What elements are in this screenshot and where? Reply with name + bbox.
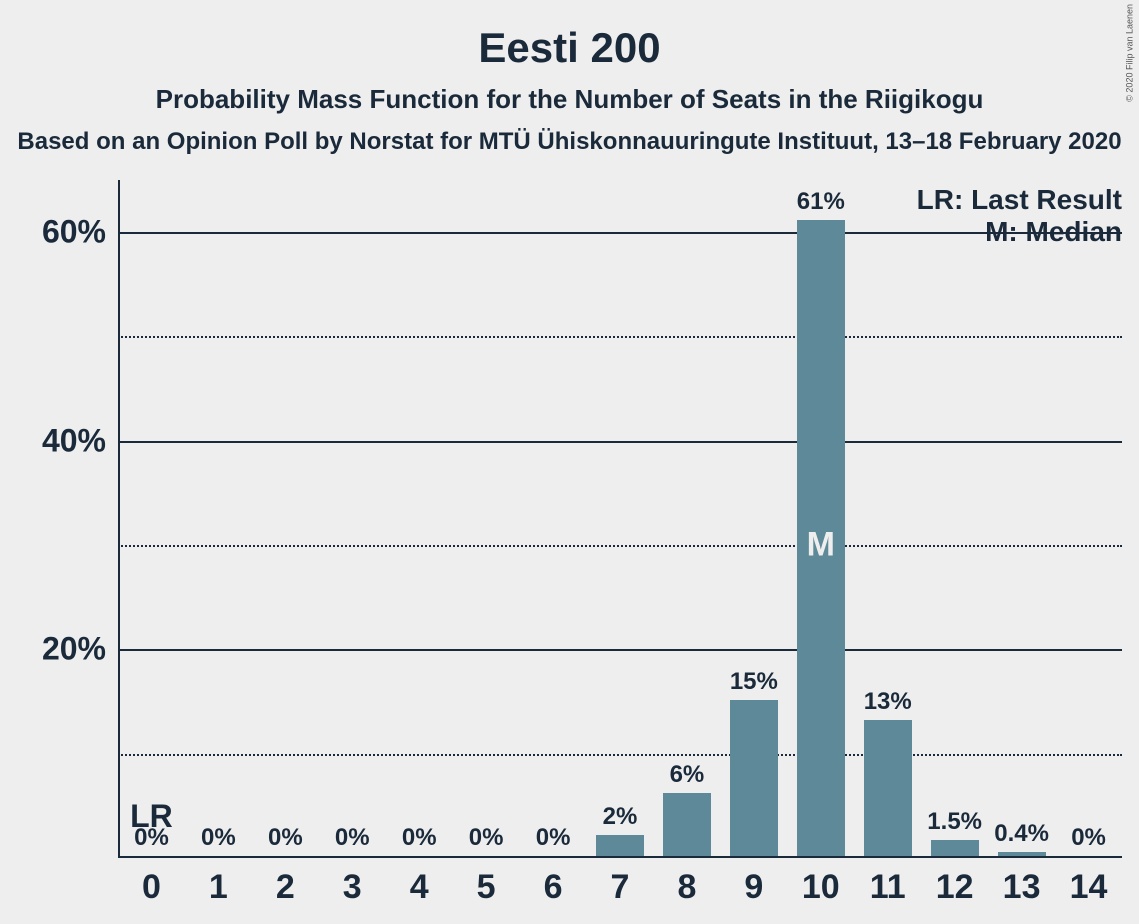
- bar-value-label: 15%: [730, 668, 778, 696]
- grid-line: [118, 545, 1122, 547]
- bar-value-label: 0%: [402, 824, 437, 852]
- y-tick-label: 60%: [42, 214, 118, 251]
- x-tick-label: 10: [802, 858, 840, 907]
- bar-value-label: 6%: [670, 761, 705, 789]
- x-tick-label: 1: [209, 858, 228, 907]
- x-tick-label: 9: [744, 858, 763, 907]
- bar-value-label: 0%: [201, 824, 236, 852]
- bar-value-label: 0.4%: [994, 820, 1049, 848]
- bar: [864, 720, 912, 856]
- chart-source: Based on an Opinion Poll by Norstat for …: [0, 128, 1139, 156]
- x-tick-label: 11: [870, 858, 906, 907]
- median-marker: M: [807, 526, 835, 565]
- grid-line: [118, 754, 1122, 756]
- bar: [730, 700, 778, 856]
- chart-title: Eesti 200: [0, 24, 1139, 72]
- bar-value-label: 0%: [1071, 824, 1106, 852]
- x-tick-label: 4: [410, 858, 429, 907]
- bar-value-label: 0%: [536, 824, 571, 852]
- bar-value-label: 1.5%: [927, 808, 982, 836]
- legend: LR: Last ResultM: Median: [917, 184, 1122, 248]
- x-tick-label: 13: [1003, 858, 1041, 907]
- bar: [663, 793, 711, 856]
- x-tick-label: 14: [1070, 858, 1108, 907]
- x-tick-label: 3: [343, 858, 362, 907]
- grid-line: [118, 649, 1122, 651]
- y-tick-label: 20%: [42, 631, 118, 668]
- plot-area: LR: Last ResultM: Median 20%40%60%0%0%0%…: [118, 180, 1122, 858]
- grid-line: [118, 441, 1122, 443]
- bar: [998, 852, 1046, 856]
- bar-value-label: 13%: [864, 688, 912, 716]
- x-tick-label: 8: [677, 858, 696, 907]
- copyright: © 2020 Filip van Laenen: [1125, 4, 1135, 102]
- x-tick-label: 0: [142, 858, 161, 907]
- bar: [596, 835, 644, 856]
- chart-subtitle: Probability Mass Function for the Number…: [0, 84, 1139, 115]
- x-tick-label: 12: [936, 858, 974, 907]
- bar-value-label: 0%: [268, 824, 303, 852]
- bar-value-label: 0%: [469, 824, 504, 852]
- bar-value-label: 61%: [797, 188, 845, 216]
- bar: [931, 840, 979, 856]
- legend-line: LR: Last Result: [917, 184, 1122, 216]
- bar-value-label: 0%: [335, 824, 370, 852]
- x-tick-label: 5: [477, 858, 496, 907]
- x-tick-label: 2: [276, 858, 295, 907]
- last-result-label: LR: [130, 798, 173, 835]
- x-tick-label: 7: [611, 858, 630, 907]
- bar-value-label: 2%: [603, 803, 638, 831]
- y-axis: [118, 180, 120, 858]
- grid-line: [118, 232, 1122, 234]
- grid-line: [118, 336, 1122, 338]
- y-tick-label: 40%: [42, 422, 118, 459]
- x-tick-label: 6: [544, 858, 563, 907]
